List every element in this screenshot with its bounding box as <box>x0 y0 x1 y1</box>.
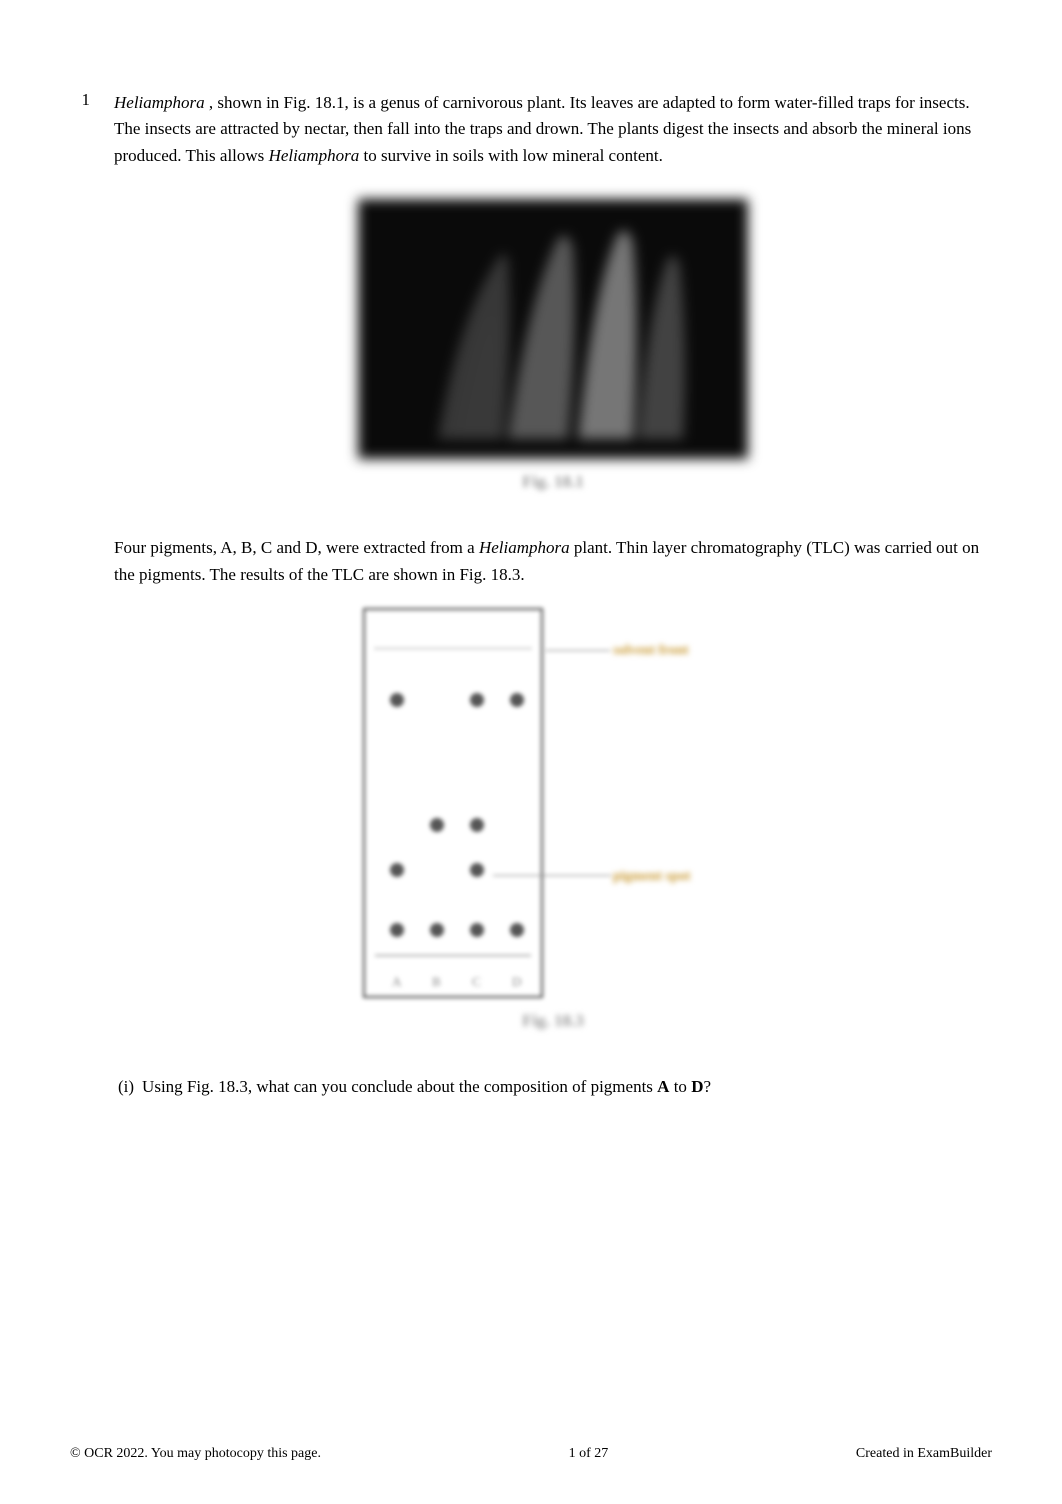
tlc-lane-label: D <box>512 972 521 992</box>
fig-181-caption: Fig. 18.1 <box>114 469 992 495</box>
intro-paragraph: Heliamphora , shown in Fig. 18.1, is a g… <box>114 90 992 169</box>
footer-page-number: 1 of 27 <box>569 1446 609 1462</box>
subpart-text-3: to <box>669 1077 691 1096</box>
tlc-spot <box>470 863 484 877</box>
footer-source: Created in ExamBuilder <box>856 1446 992 1462</box>
pigment-spot-pointer <box>493 875 611 876</box>
figure-18-3-container: A B C D solvent front pigment spot <box>353 608 753 998</box>
figure-18-1 <box>358 199 748 459</box>
tlc-text-1: Four pigments, A, B, C and D, were extra… <box>114 538 479 557</box>
question-container: 1 Heliamphora , shown in Fig. 18.1, is a… <box>70 90 992 1101</box>
tlc-spot <box>470 693 484 707</box>
subpart-i: (i) Using Fig. 18.3, what can you conclu… <box>118 1074 992 1100</box>
tlc-intro-paragraph: Four pigments, A, B, C and D, were extra… <box>114 535 992 588</box>
tlc-lane-label: A <box>392 972 401 992</box>
subpart-i-body: Using Fig. 18.3, what can you conclude a… <box>142 1074 711 1100</box>
tlc-spot <box>390 923 404 937</box>
tlc-spot <box>510 693 524 707</box>
tlc-spot <box>430 818 444 832</box>
tlc-spot <box>510 923 524 937</box>
solvent-front-label: solvent front <box>613 640 689 662</box>
tlc-lane-label: C <box>472 972 481 992</box>
subpart-i-number: (i) <box>118 1074 134 1100</box>
genus-name-1: Heliamphora <box>114 93 205 112</box>
genus-name-2: Heliamphora <box>269 146 360 165</box>
solvent-front-line <box>375 648 531 649</box>
question-number: 1 <box>70 90 90 1101</box>
subpart-bold-d: D <box>691 1077 703 1096</box>
pigment-spot-label: pigment spot <box>613 866 690 888</box>
solvent-front-pointer <box>545 650 610 651</box>
origin-line <box>375 955 531 956</box>
tlc-spot <box>390 863 404 877</box>
subpart-bold-a: A <box>657 1077 669 1096</box>
subpart-text-1: Using Fig. 18.3, what can you conclude a… <box>142 1077 657 1096</box>
intro-text-2: to survive in soils with low mineral con… <box>359 146 663 165</box>
subpart-text-5: ? <box>703 1077 711 1096</box>
tlc-spot <box>470 923 484 937</box>
tlc-spot <box>430 923 444 937</box>
tlc-spot <box>390 693 404 707</box>
tlc-lane-label: B <box>432 972 441 992</box>
question-body: Heliamphora , shown in Fig. 18.1, is a g… <box>114 90 992 1101</box>
tlc-spot <box>470 818 484 832</box>
footer-copyright: © OCR 2022. You may photocopy this page. <box>70 1446 321 1462</box>
fig-183-caption: Fig. 18.3 <box>114 1008 992 1034</box>
page-footer: © OCR 2022. You may photocopy this page.… <box>70 1446 992 1462</box>
genus-name-3: Heliamphora <box>479 538 570 557</box>
tlc-plate: A B C D <box>363 608 543 998</box>
